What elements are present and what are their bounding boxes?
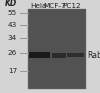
Text: PC12: PC12 bbox=[62, 3, 81, 9]
Text: 34: 34 bbox=[8, 35, 17, 41]
Text: 26: 26 bbox=[8, 50, 17, 56]
Bar bbox=[28, 9, 86, 89]
Text: KD: KD bbox=[5, 0, 17, 8]
Text: 17: 17 bbox=[8, 68, 17, 74]
Text: 55: 55 bbox=[8, 10, 17, 16]
Text: Rab5: Rab5 bbox=[87, 51, 100, 60]
Text: MCF-7: MCF-7 bbox=[43, 3, 66, 9]
Text: Hela: Hela bbox=[30, 3, 47, 9]
Text: 43: 43 bbox=[8, 22, 17, 28]
Bar bbox=[52, 53, 66, 58]
Bar bbox=[67, 53, 84, 57]
Bar bbox=[29, 52, 50, 58]
